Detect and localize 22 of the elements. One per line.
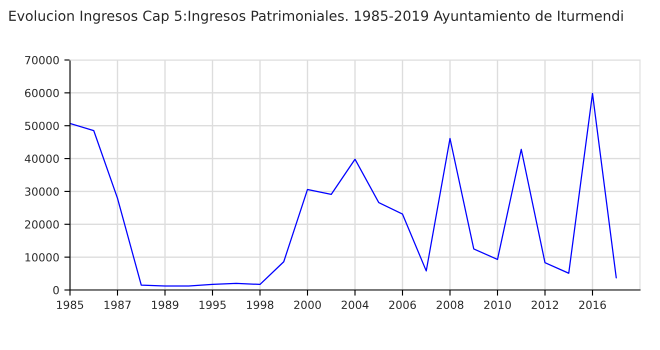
y-tick-label: 30000	[25, 187, 59, 196]
y-tick-label: 70000	[25, 56, 59, 64]
x-tick-label: 1989	[152, 300, 178, 310]
y-tick-label: 40000	[24, 154, 59, 163]
x-tick-label: 2008	[436, 300, 464, 310]
x-tick-label: 1987	[104, 300, 131, 310]
y-tick-label: 60000	[25, 88, 59, 98]
x-tick-label: 1998	[247, 300, 274, 310]
x-tick-label: 2010	[484, 300, 511, 310]
x-tick-label: 2000	[294, 300, 321, 310]
y-tick-label: 20000	[25, 220, 59, 229]
y-tick-label: 0	[53, 286, 59, 294]
x-tick-label: 2006	[389, 300, 416, 310]
y-tick-label: 50000	[25, 122, 59, 130]
x-tick-label: 2012	[532, 300, 558, 310]
line-series	[70, 92, 617, 287]
x-tick-label: 1985	[57, 300, 84, 310]
y-tick-label: 10000	[25, 253, 59, 262]
chart-title: Evolucion Ingresos Cap 5:Ingresos Patrimoniales. 1985-2019 Ayuntamiento de Iturmendi	[9, 10, 623, 24]
x-tick-label: 1995	[200, 300, 226, 310]
x-tick-label: 2004	[342, 300, 369, 310]
x-tick-label: 2016	[579, 300, 606, 310]
